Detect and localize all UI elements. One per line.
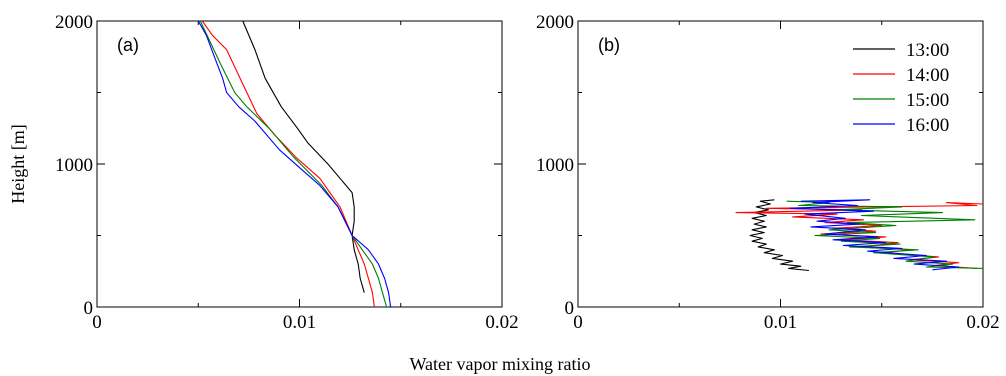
panel-b-ytick-0: 0 (565, 298, 575, 319)
panel-a-xtick-001: 0.01 (283, 312, 316, 333)
legend-label-13: 13:00 (906, 40, 949, 61)
panel-a-ticks (96, 20, 503, 308)
panel-b-series-line-1400 (735, 202, 984, 269)
legend-label-15: 15:00 (906, 90, 949, 111)
panel-a-lines (197, 20, 392, 308)
legend-label-14: 14:00 (906, 65, 949, 86)
panel-b-label: (b) (598, 35, 620, 55)
panel-b-ytick-1000: 1000 (536, 155, 574, 176)
panel-b-xtick-0: 0 (573, 312, 583, 333)
panel-b-series-line-1500 (786, 200, 984, 269)
panel-b-ticks (577, 20, 984, 308)
panel-a-ytick-2000: 2000 (55, 12, 93, 33)
panel-a-ytick-1000: 1000 (55, 155, 93, 176)
panel-a-ytick-0: 0 (84, 298, 94, 319)
panel-b-xtick-001: 0.01 (764, 312, 797, 333)
y-axis-title: Height [m] (8, 124, 28, 203)
panel-a-label: (a) (117, 35, 139, 55)
panel-a: (a) 2000 1000 0 0 0.01 0.02 (55, 12, 519, 333)
panel-a-series-line-1 (201, 20, 375, 308)
panel-b-lines (735, 199, 984, 272)
panel-b-xtick-002: 0.02 (966, 312, 999, 333)
legend: 13:00 14:00 15:00 16:00 (853, 40, 949, 136)
panel-a-series-line-3 (197, 20, 392, 308)
panel-b-series-line-1300 (749, 199, 809, 272)
panel-a-series-line-0 (242, 20, 365, 293)
x-axis-title: Water vapor mixing ratio (410, 354, 591, 374)
panel-a-frame (96, 20, 503, 308)
panel-b-series-line-1600 (790, 199, 960, 271)
panel-a-xtick-002: 0.02 (485, 312, 518, 333)
panel-a-series-line-2 (199, 20, 388, 308)
panel-a-xtick-0: 0 (92, 312, 102, 333)
panel-b-ytick-2000: 2000 (536, 12, 574, 33)
legend-label-16: 16:00 (906, 115, 949, 136)
panel-b: (b) 2000 1000 0 0 0.01 0.02 13:00 14:00 … (536, 12, 1000, 333)
